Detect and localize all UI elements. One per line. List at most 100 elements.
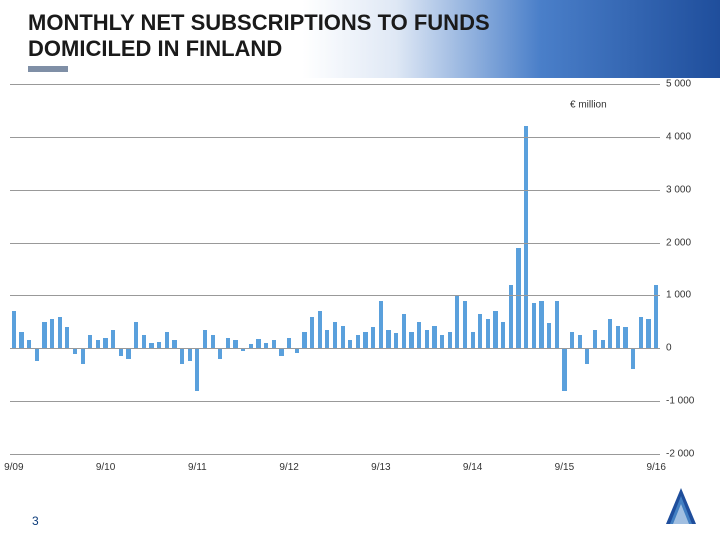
chart-unit-label: € million bbox=[570, 100, 607, 111]
gridline bbox=[10, 401, 660, 402]
chart-bar bbox=[402, 314, 406, 348]
chart-bar bbox=[88, 335, 92, 348]
chart-bar bbox=[211, 335, 215, 348]
chart-bar bbox=[478, 314, 482, 348]
chart-bar bbox=[218, 348, 222, 359]
chart-bar bbox=[631, 348, 635, 369]
chart-bar bbox=[547, 323, 551, 348]
chart-bar bbox=[509, 285, 513, 348]
chart-bar bbox=[448, 332, 452, 348]
chart-bar bbox=[486, 319, 490, 348]
chart-bar bbox=[188, 348, 192, 361]
chart-bar bbox=[226, 338, 230, 349]
ytick-label: 0 bbox=[666, 343, 716, 354]
chart-bar bbox=[233, 340, 237, 348]
gridline bbox=[10, 295, 660, 296]
chart-bar bbox=[65, 327, 69, 348]
chart-bar bbox=[12, 311, 16, 348]
chart-bar bbox=[623, 327, 627, 348]
chart-bar bbox=[593, 330, 597, 349]
chart-bar bbox=[111, 330, 115, 349]
chart-bar bbox=[409, 332, 413, 348]
gridline bbox=[10, 137, 660, 138]
ytick-label: -1 000 bbox=[666, 396, 716, 407]
chart-bar bbox=[27, 340, 31, 348]
chart-bar bbox=[555, 301, 559, 349]
chart-bar bbox=[425, 330, 429, 349]
chart-bar bbox=[516, 248, 520, 348]
chart-bar bbox=[524, 126, 528, 348]
chart-bar bbox=[501, 322, 505, 348]
chart-bar bbox=[363, 332, 367, 348]
chart-bar bbox=[272, 340, 276, 348]
chart-bar bbox=[42, 322, 46, 348]
chart-bar bbox=[386, 330, 390, 349]
chart-bar bbox=[195, 348, 199, 390]
gridline bbox=[10, 348, 660, 349]
chart-bar bbox=[19, 332, 23, 348]
chart-bar bbox=[126, 348, 130, 359]
chart-bar bbox=[471, 332, 475, 348]
chart-bar bbox=[81, 348, 85, 364]
gridline bbox=[10, 84, 660, 85]
chart-bar bbox=[394, 333, 398, 348]
ytick-label: 5 000 bbox=[666, 79, 716, 90]
chart-bar bbox=[302, 332, 306, 348]
chart-bar bbox=[432, 326, 436, 348]
xtick-label: 9/10 bbox=[96, 462, 115, 473]
chart-bar bbox=[379, 301, 383, 349]
xtick-label: 9/13 bbox=[371, 462, 390, 473]
logo-icon bbox=[664, 486, 698, 526]
chart-bar bbox=[493, 311, 497, 348]
xtick-label: 9/09 bbox=[4, 462, 23, 473]
chart-bar bbox=[570, 332, 574, 348]
ytick-label: 2 000 bbox=[666, 237, 716, 248]
ytick-label: 3 000 bbox=[666, 184, 716, 195]
chart-bar bbox=[165, 332, 169, 348]
gridline bbox=[10, 243, 660, 244]
chart-bar bbox=[287, 338, 291, 349]
chart-bar bbox=[256, 339, 260, 349]
page-number: 3 bbox=[32, 514, 39, 528]
xtick-label: 9/16 bbox=[646, 462, 665, 473]
xtick-label: 9/12 bbox=[279, 462, 298, 473]
ytick-label: 4 000 bbox=[666, 131, 716, 142]
chart-bar bbox=[455, 295, 459, 348]
xtick-label: 9/11 bbox=[188, 462, 207, 473]
gridline bbox=[10, 454, 660, 455]
chart-bar bbox=[341, 326, 345, 348]
chart-bar bbox=[562, 348, 566, 390]
chart-bar bbox=[463, 301, 467, 349]
chart-bar bbox=[639, 317, 643, 349]
page-title: MONTHLY NET SUBSCRIPTIONS TO FUNDS DOMIC… bbox=[28, 10, 588, 63]
chart-bars bbox=[10, 84, 660, 454]
chart-bar bbox=[310, 317, 314, 349]
chart-bar bbox=[356, 335, 360, 348]
chart-bar bbox=[35, 348, 39, 361]
chart-bar bbox=[279, 348, 283, 356]
chart-bar bbox=[103, 338, 107, 349]
chart-bar bbox=[325, 330, 329, 349]
chart-bar bbox=[371, 327, 375, 348]
xtick-label: 9/14 bbox=[463, 462, 482, 473]
chart-bar bbox=[96, 340, 100, 348]
chart-bar bbox=[646, 319, 650, 348]
gridline bbox=[10, 190, 660, 191]
chart-bar bbox=[58, 317, 62, 349]
chart-bar bbox=[142, 335, 146, 348]
chart-bar bbox=[318, 311, 322, 348]
chart-bar bbox=[654, 285, 658, 348]
chart-bar bbox=[616, 326, 620, 349]
chart-bar bbox=[601, 340, 605, 348]
chart-bar bbox=[608, 319, 612, 348]
chart-bar bbox=[180, 348, 184, 364]
chart-bar bbox=[440, 335, 444, 348]
chart-bar bbox=[539, 301, 543, 349]
xtick-label: 9/15 bbox=[555, 462, 574, 473]
chart-bar bbox=[532, 303, 536, 348]
chart-plot-area bbox=[10, 84, 660, 454]
chart-bar bbox=[50, 319, 54, 348]
chart-bar bbox=[134, 322, 138, 348]
chart-bar bbox=[578, 335, 582, 348]
title-underline bbox=[28, 66, 68, 72]
